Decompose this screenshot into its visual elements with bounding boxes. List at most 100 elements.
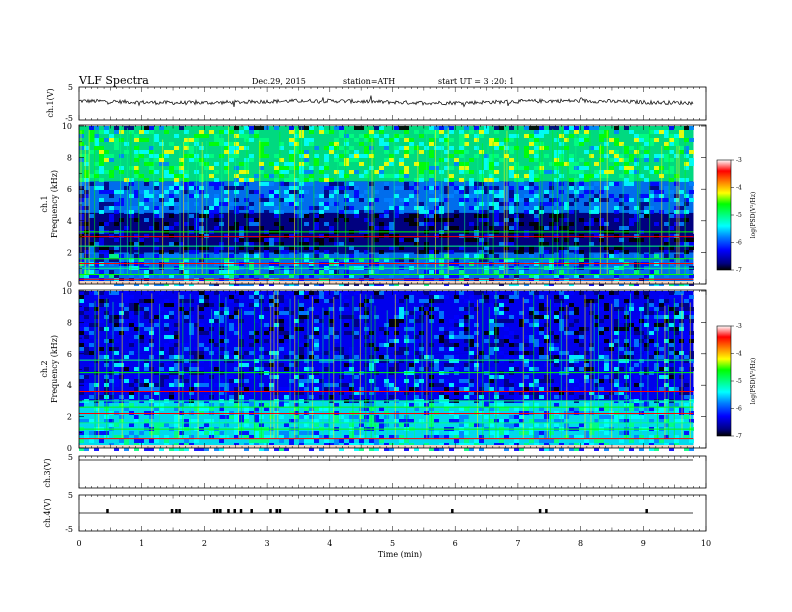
spectrogram-cell (314, 315, 319, 319)
spectrogram-cell (154, 387, 159, 391)
spectrogram-cell (234, 154, 239, 158)
spectrogram-cell (139, 274, 144, 278)
spectrogram-cell (419, 387, 424, 391)
spectrogram-cell (549, 415, 554, 419)
spectrogram-cell (339, 295, 344, 299)
spectrogram-cell (189, 214, 194, 218)
spectrogram-cell (549, 214, 554, 218)
spectrogram-cell (649, 311, 654, 315)
spectrogram-cell (249, 343, 254, 347)
spectrogram-cell (294, 403, 299, 407)
spectrogram-cell (464, 347, 469, 351)
spectrogram-cell (144, 150, 149, 154)
spectrogram-cell (274, 311, 279, 315)
spectrogram-cell (164, 170, 169, 174)
spectrogram-cell (654, 439, 659, 443)
spectrogram-cell (584, 150, 589, 154)
spectrogram-cell (464, 166, 469, 170)
spectrogram-cell (94, 218, 99, 222)
spectrogram-cell (279, 210, 284, 214)
spectrogram-cell (309, 126, 314, 130)
spectrogram-cell (239, 295, 244, 299)
spectrogram-cell (414, 214, 419, 218)
spectrogram-cell (524, 210, 529, 214)
spectrogram-cell (274, 447, 279, 451)
spectrogram-cell (364, 311, 369, 315)
spectrogram-cell (394, 367, 399, 371)
spectrogram-cell (354, 150, 359, 154)
spectrogram-cell (664, 327, 669, 331)
spectrogram-cell (299, 391, 304, 395)
spectrogram-cell (344, 375, 349, 379)
spectrogram-cell (229, 327, 234, 331)
spectrogram-cell (549, 198, 554, 202)
spectrogram-cell (474, 387, 479, 391)
spectrogram-cell (579, 423, 584, 427)
spectrogram-cell (169, 226, 174, 230)
spectrogram-cell (119, 278, 124, 282)
spectrogram-cell (554, 343, 559, 347)
spectrogram-cell (324, 130, 329, 134)
spectrogram-cell (79, 419, 84, 423)
spectrogram-cell (259, 439, 264, 443)
spectrogram-cell (119, 395, 124, 399)
spectrogram-cell (494, 138, 499, 142)
spectrogram-cell (229, 186, 234, 190)
spectrogram-cell (184, 258, 189, 262)
spectrogram-cell (519, 270, 524, 274)
spectrogram-cell (344, 198, 349, 202)
spectrogram-cell (329, 150, 334, 154)
spectrogram-cell (139, 174, 144, 178)
spectrogram-cell (554, 158, 559, 162)
spectrogram-cell (299, 379, 304, 383)
spectrogram-cell (114, 359, 119, 363)
spectrogram-cell (219, 303, 224, 307)
spectrogram-cell (109, 250, 114, 254)
spectrogram-cell (479, 258, 484, 262)
spectrogram-cell (449, 174, 454, 178)
spectrogram-cell (284, 194, 289, 198)
spectrogram-cell (99, 250, 104, 254)
spectrogram-cell (379, 435, 384, 439)
spectrogram-cell (384, 359, 389, 363)
spectrogram-cell (174, 363, 179, 367)
spectrogram-cell (664, 299, 669, 303)
spectrogram-cell (179, 383, 184, 387)
spectrogram-cell (264, 274, 269, 278)
spectrogram-cell (214, 431, 219, 435)
spectrogram-cell (584, 379, 589, 383)
spectrogram-cell (109, 174, 114, 178)
spectrogram-cell (314, 162, 319, 166)
spectrogram-cell (384, 447, 389, 451)
spectrogram-cell (359, 154, 364, 158)
spectrogram-cell (604, 174, 609, 178)
spectrogram-cell (574, 226, 579, 230)
spectrogram-cell (99, 190, 104, 194)
spectrogram-cell (664, 254, 669, 258)
spectrogram-cell (599, 138, 604, 142)
spectrogram-cell (494, 303, 499, 307)
spectrogram-cell (534, 278, 539, 282)
spectrogram-cell (509, 387, 514, 391)
spectrogram-cell (584, 174, 589, 178)
spectrogram-cell (539, 351, 544, 355)
spectrogram-cell (474, 323, 479, 327)
spectrogram-cell (299, 274, 304, 278)
spectrogram-cell (349, 363, 354, 367)
spectrogram-cell (524, 174, 529, 178)
spectrogram-cell (174, 423, 179, 427)
spectrogram-cell (294, 359, 299, 363)
spectrogram-cell (309, 142, 314, 146)
spectrogram-cell (384, 214, 389, 218)
spectrogram-cell (554, 299, 559, 303)
spectrogram-cell (374, 423, 379, 427)
spectrogram-cell (244, 347, 249, 351)
spectrogram-cell (354, 250, 359, 254)
spectrogram-cell (194, 447, 199, 451)
spectrogram-cell (619, 238, 624, 242)
spectrogram-cell (499, 319, 504, 323)
spectrogram-cell (224, 238, 229, 242)
spectrogram-cell (559, 142, 564, 146)
spectrogram-cell (604, 142, 609, 146)
spectrogram-cell (279, 431, 284, 435)
